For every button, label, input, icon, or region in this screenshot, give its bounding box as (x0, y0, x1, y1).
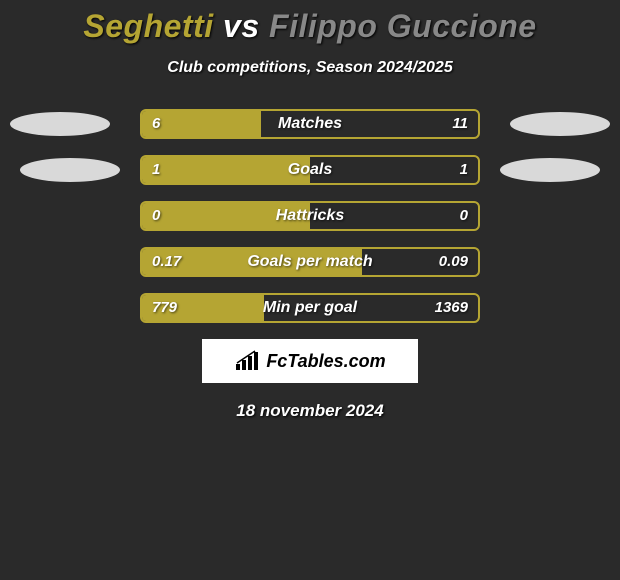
stat-row: 0.17Goals per match0.09 (0, 247, 620, 277)
date-text: 18 november 2024 (0, 401, 620, 421)
stat-right-value: 1 (460, 161, 468, 178)
stat-bar: 1Goals1 (140, 155, 480, 185)
title: Seghetti vs Filippo Guccione (0, 0, 620, 45)
stat-right-value: 11 (452, 115, 468, 132)
stat-bar: 0.17Goals per match0.09 (140, 247, 480, 277)
ellipse-right (500, 158, 600, 182)
stat-bar: 779Min per goal1369 (140, 293, 480, 323)
stat-right-value: 1369 (435, 299, 468, 316)
ellipse-left (10, 112, 110, 136)
logo: FcTables.com (234, 350, 385, 372)
stat-label: Hattricks (142, 207, 478, 225)
stat-row: 0Hattricks0 (0, 201, 620, 231)
stat-left-value: 0.17 (152, 253, 181, 270)
logo-text: FcTables.com (266, 351, 385, 372)
stat-row: 1Goals1 (0, 155, 620, 185)
stat-left-value: 779 (152, 299, 177, 316)
subtitle: Club competitions, Season 2024/2025 (0, 59, 620, 77)
stat-row: 779Min per goal1369 (0, 293, 620, 323)
stat-right-value: 0.09 (439, 253, 468, 270)
stat-label: Matches (142, 115, 478, 133)
stat-bar: 0Hattricks0 (140, 201, 480, 231)
stat-label: Goals (142, 161, 478, 179)
ellipse-left (20, 158, 120, 182)
stat-right-value: 0 (460, 207, 468, 224)
stat-bar: 6Matches11 (140, 109, 480, 139)
logo-box: FcTables.com (202, 339, 418, 383)
player1-name: Seghetti (83, 8, 213, 44)
stat-left-value: 0 (152, 207, 160, 224)
ellipse-right (510, 112, 610, 136)
vs-text: vs (223, 8, 260, 44)
comparison-infographic: Seghetti vs Filippo Guccione Club compet… (0, 0, 620, 580)
player2-name: Filippo Guccione (269, 8, 537, 44)
bars-icon (234, 350, 260, 372)
stat-label: Goals per match (142, 253, 478, 271)
stat-left-value: 6 (152, 115, 160, 132)
stat-left-value: 1 (152, 161, 160, 178)
stat-row: 6Matches11 (0, 109, 620, 139)
stats-chart: 6Matches111Goals10Hattricks00.17Goals pe… (0, 109, 620, 323)
stat-label: Min per goal (142, 299, 478, 317)
